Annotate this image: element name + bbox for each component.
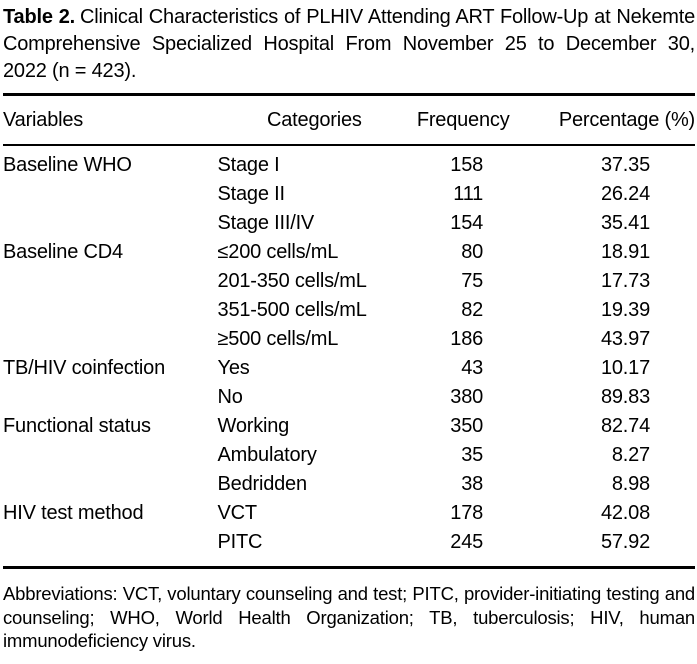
frequency-cell: 75 — [461, 270, 484, 292]
variable-cell: Baseline WHO — [3, 154, 132, 176]
variable-cell — [3, 441, 218, 470]
table-caption: Table 2. Clinical Characteristics of PLHI… — [3, 4, 695, 85]
variable-cell: HIV test method — [3, 502, 144, 524]
table-body: Baseline WHO Stage I 158 37.35 Stage II 111 26… — [3, 145, 695, 568]
percentage-cell: 43.97 — [600, 328, 650, 350]
variable-cell — [3, 267, 218, 296]
category-cell: ≥500 cells/mL — [217, 328, 339, 350]
percentage-cell: 18.91 — [600, 241, 650, 263]
variable-cell — [3, 209, 218, 238]
table-row: TB/HIV coinfection Yes 43 10.17 — [3, 354, 695, 383]
variable-cell: Functional status — [3, 415, 151, 437]
variable-cell: Baseline CD4 — [3, 241, 123, 263]
variable-cell — [3, 383, 218, 412]
category-cell: PITC — [217, 531, 263, 553]
variable-cell: TB/HIV coinfection — [3, 357, 166, 379]
category-cell: ≤200 cells/mL — [217, 241, 339, 263]
frequency-cell: 178 — [450, 502, 484, 524]
category-cell: Working — [217, 415, 290, 437]
table-row: Baseline CD4 ≤200 cells/mL 80 18.91 — [3, 238, 695, 267]
col-header-variables: Variables — [3, 94, 218, 146]
frequency-cell: 38 — [461, 473, 484, 495]
table-row: Ambulatory 35 8.27 — [3, 441, 695, 470]
frequency-cell: 35 — [461, 444, 484, 466]
variable-cell — [3, 180, 218, 209]
table-row: No 380 89.83 — [3, 383, 695, 412]
category-cell: Stage III/IV — [217, 212, 315, 234]
category-cell: Bedridden — [217, 473, 308, 495]
percentage-cell: 26.24 — [600, 183, 650, 205]
frequency-cell: 245 — [450, 531, 484, 553]
table-row: ≥500 cells/mL 186 43.97 — [3, 325, 695, 354]
table-row: Baseline WHO Stage I 158 37.35 — [3, 145, 695, 180]
category-cell: 201-350 cells/mL — [217, 270, 367, 292]
variable-cell — [3, 470, 218, 499]
category-cell: No — [217, 386, 243, 408]
col-header-categories: Categories — [217, 94, 412, 146]
table-row: Functional status Working 350 82.74 — [3, 412, 695, 441]
header-row: Variables Categories Frequency Percentag… — [3, 94, 695, 146]
percentage-cell: 37.35 — [600, 154, 650, 176]
table-row: Bedridden 38 8.98 — [3, 470, 695, 499]
col-header-percentage: Percentage (%) — [515, 94, 695, 146]
table-footnote: Abbreviations: VCT, voluntary counseling… — [3, 583, 695, 651]
variable-cell — [3, 296, 218, 325]
table-caption-label: Table 2. — [3, 6, 75, 28]
category-cell: Yes — [217, 357, 250, 379]
percentage-cell: 19.39 — [600, 299, 650, 321]
table-row: 201-350 cells/mL 75 17.73 — [3, 267, 695, 296]
frequency-cell: 186 — [450, 328, 484, 350]
percentage-cell: 17.73 — [600, 270, 650, 292]
category-cell: 351-500 cells/mL — [217, 299, 367, 321]
col-header-frequency: Frequency — [411, 94, 516, 146]
frequency-cell: 111 — [453, 183, 484, 205]
frequency-cell: 380 — [450, 386, 484, 408]
percentage-cell: 89.83 — [600, 386, 650, 408]
frequency-cell: 43 — [461, 357, 484, 379]
clinical-characteristics-table: Variables Categories Frequency Percentag… — [3, 93, 695, 569]
category-cell: Stage II — [217, 183, 286, 205]
table-header: Variables Categories Frequency Percentag… — [3, 94, 695, 146]
table-row: 351-500 cells/mL 82 19.39 — [3, 296, 695, 325]
table-row: Stage III/IV 154 35.41 — [3, 209, 695, 238]
frequency-cell: 158 — [450, 154, 484, 176]
frequency-cell: 350 — [450, 415, 484, 437]
percentage-cell: 57.92 — [600, 531, 650, 553]
percentage-cell: 42.08 — [600, 502, 650, 524]
category-cell: VCT — [217, 502, 258, 524]
category-cell: Ambulatory — [217, 444, 317, 466]
table-row: PITC 245 57.92 — [3, 528, 695, 568]
percentage-cell: 10.17 — [600, 357, 650, 379]
percentage-cell: 8.98 — [611, 473, 650, 495]
table-row: Stage II 111 26.24 — [3, 180, 695, 209]
variable-cell — [3, 325, 218, 354]
frequency-cell: 82 — [461, 299, 484, 321]
frequency-cell: 154 — [450, 212, 484, 234]
frequency-cell: 80 — [461, 241, 484, 263]
percentage-cell: 82.74 — [600, 415, 650, 437]
percentage-cell: 35.41 — [600, 212, 650, 234]
table-row: HIV test method VCT 178 42.08 — [3, 499, 695, 528]
category-cell: Stage I — [217, 154, 280, 176]
table-caption-text: Clinical Characteristics of PLHIV Attend… — [3, 6, 696, 82]
variable-cell — [3, 528, 218, 568]
percentage-cell: 8.27 — [611, 444, 650, 466]
